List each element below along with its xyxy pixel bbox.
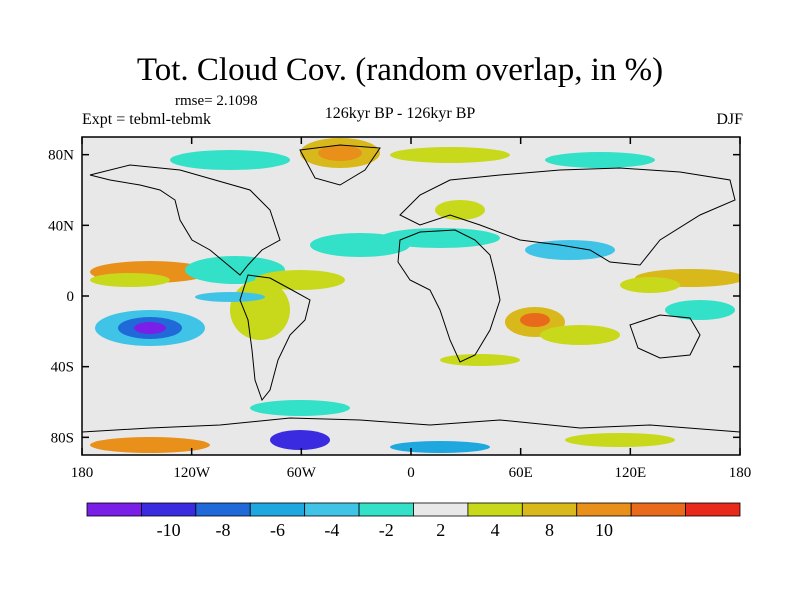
patch-southern-ocean: [250, 400, 350, 416]
colorbar-swatch: [521, 502, 578, 517]
map-title: Tot. Cloud Cov. (random overlap, in %): [136, 52, 664, 88]
patch-med: [435, 200, 485, 220]
x-tick-label: 60E: [509, 465, 533, 481]
coast-africa: [397, 229, 501, 363]
patch-antarctic-yellow: [565, 433, 675, 447]
colorbar-label: -8: [216, 520, 231, 540]
experiment-label: Expt = tebml-tebmk: [82, 111, 211, 128]
colorbar-swatch: [630, 502, 686, 517]
colorbar-label: -2: [379, 520, 394, 540]
colorbar: -10 -8 -6 -4 -2 2 4 8 10: [86, 502, 741, 540]
patch-s-atlantic: [440, 354, 520, 366]
coast-north-america: [89, 164, 281, 276]
rmse-label: rmse= 2.1098: [175, 93, 258, 109]
colorbar-swatch: [304, 502, 360, 517]
x-tick-label: 120E: [614, 465, 646, 481]
colorbar-swatch: [86, 502, 142, 517]
patch-brazil: [230, 280, 290, 340]
patch-indian-south: [540, 325, 620, 345]
y-tick-label: 0: [67, 289, 75, 305]
colorbar-label: -4: [324, 520, 339, 540]
patch-siberia: [545, 152, 655, 168]
patch-pacific-core: [134, 322, 166, 334]
patch-antarctic-east: [390, 441, 490, 453]
patch-antarctic-blue: [270, 430, 330, 450]
coast-antarctica: [82, 417, 740, 433]
map-background: [82, 137, 740, 455]
patch-maritime: [620, 277, 680, 293]
colorbar-swatch: [249, 502, 306, 517]
anomaly-field: [82, 137, 740, 455]
colorbar-swatch: [413, 502, 469, 517]
coast-greenland: [299, 144, 381, 186]
x-tick-label: 180: [71, 465, 94, 481]
colorbar-label: -10: [157, 520, 181, 540]
x-tick-label: 180: [729, 465, 752, 481]
patch-indian-ocean-core: [520, 313, 550, 327]
colorbar-label: 4: [491, 520, 500, 540]
y-tick-label: 40N: [48, 218, 74, 234]
x-tick-label: 0: [407, 465, 415, 481]
patch-equator-blue: [195, 292, 265, 302]
patch-arctic-canada: [170, 150, 290, 170]
y-axis-ticks: 80N 40N 0 40S 80S: [48, 148, 740, 446]
period-label: 126kyr BP - 126kyr BP: [324, 105, 476, 122]
coastlines: [82, 144, 740, 433]
y-tick-label: 80S: [51, 430, 74, 446]
colorbar-label: 10: [595, 520, 613, 540]
colorbar-swatch: [195, 502, 251, 517]
patch-arctic-europe: [390, 147, 510, 163]
patch-pacific-yellow: [90, 273, 170, 287]
y-tick-label: 80N: [48, 148, 74, 164]
anomaly-patches: [90, 138, 740, 453]
x-axis-ticks: 180 120W 60W 0 60E 120E 180: [71, 137, 752, 481]
patch-coral-sea: [665, 300, 735, 320]
coast-australia: [629, 314, 701, 359]
patch-sahara-band: [380, 228, 500, 248]
colorbar-label: 8: [545, 520, 554, 540]
colorbar-swatch: [141, 502, 197, 517]
patch-arabian: [525, 240, 615, 260]
colorbar-swatch: [467, 502, 523, 517]
season-label: DJF: [716, 111, 743, 128]
patch-antarctic-orange: [90, 437, 210, 453]
y-tick-label: 40S: [51, 360, 74, 376]
patch-atlantic-yellow: [255, 270, 345, 290]
coast-south-america: [239, 274, 311, 402]
colorbar-swatch: [685, 502, 741, 517]
colorbar-label: -6: [270, 520, 285, 540]
colorbar-label: 2: [436, 520, 445, 540]
x-tick-label: 60W: [287, 465, 317, 481]
coast-eurasia: [399, 167, 736, 266]
colorbar-swatch: [576, 502, 632, 517]
patch-greenland-core: [318, 145, 362, 161]
colorbar-swatch: [358, 502, 414, 517]
x-tick-label: 120W: [173, 465, 211, 481]
